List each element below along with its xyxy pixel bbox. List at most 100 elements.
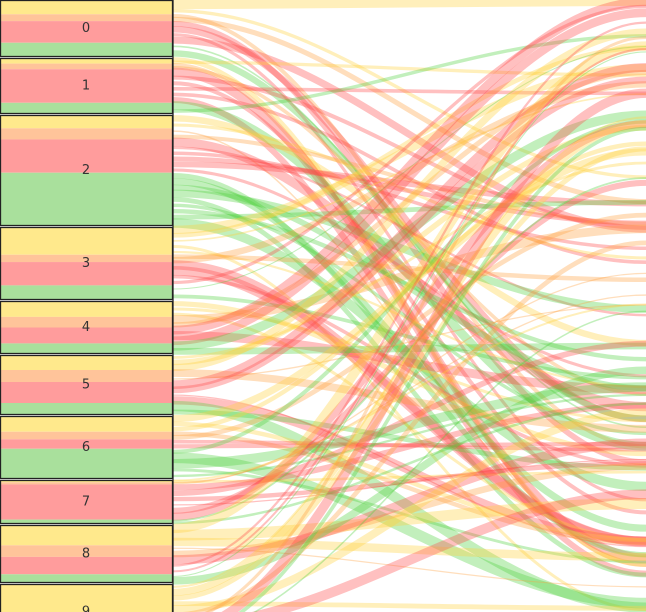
flow <box>172 470 646 483</box>
flow <box>172 161 646 207</box>
box-band <box>0 115 173 129</box>
flow <box>172 81 646 264</box>
box-band <box>0 69 173 103</box>
flow <box>172 62 646 568</box>
flow <box>172 28 646 372</box>
flow <box>172 394 646 548</box>
flow <box>172 468 646 564</box>
flow <box>172 331 646 395</box>
flow <box>172 8 646 346</box>
flow <box>172 250 646 389</box>
flow <box>172 498 646 541</box>
flow <box>172 66 646 396</box>
flow <box>172 366 646 585</box>
flow <box>172 8 646 179</box>
flow <box>252 310 646 612</box>
flow <box>172 184 646 392</box>
flow <box>172 0 646 10</box>
box-band <box>0 63 173 70</box>
box-band <box>0 439 173 449</box>
node-label: 0 <box>82 21 90 36</box>
flow <box>172 189 646 313</box>
box-band <box>0 403 173 415</box>
node-label: 9 <box>82 605 90 612</box>
flow <box>172 260 646 547</box>
box-band <box>0 584 173 612</box>
flow <box>172 86 646 96</box>
flow <box>172 41 646 534</box>
flow <box>172 146 646 317</box>
flow <box>251 489 646 612</box>
flow <box>172 307 646 423</box>
flow <box>172 46 646 290</box>
flow <box>172 76 646 394</box>
box-band <box>0 102 173 114</box>
box-band <box>0 484 173 520</box>
flow <box>172 409 646 471</box>
flow <box>172 463 646 558</box>
flows <box>172 0 646 612</box>
box-band <box>0 262 173 286</box>
flow <box>172 396 646 545</box>
flow <box>172 303 646 482</box>
box-band <box>0 0 173 15</box>
box-band <box>0 285 173 300</box>
box-band <box>0 556 173 575</box>
node-label: 7 <box>82 495 90 510</box>
flow <box>172 209 646 362</box>
flow <box>172 312 646 542</box>
flow <box>172 67 646 563</box>
flow <box>172 402 646 525</box>
flow <box>172 547 646 588</box>
box-band <box>0 42 173 57</box>
box-band <box>0 416 173 432</box>
flow <box>172 400 646 612</box>
flow <box>172 0 646 335</box>
flow <box>172 125 646 366</box>
flow <box>172 274 646 468</box>
flow <box>172 110 646 351</box>
flow <box>172 452 646 609</box>
flow <box>172 156 646 226</box>
flow <box>172 382 646 469</box>
flow <box>172 203 646 436</box>
box-band <box>0 21 173 43</box>
box-band <box>0 382 173 403</box>
flow <box>204 35 646 612</box>
node-label: 3 <box>82 256 90 271</box>
flow <box>172 119 646 454</box>
flow <box>172 115 646 347</box>
flow <box>172 45 646 429</box>
box-band <box>0 448 173 479</box>
flow <box>172 21 646 567</box>
flow <box>172 137 646 412</box>
flow <box>172 34 646 113</box>
flow <box>172 441 646 449</box>
flow <box>172 151 646 250</box>
flow <box>172 33 646 502</box>
flow <box>172 601 646 611</box>
flow <box>172 25 646 423</box>
box-band <box>0 343 173 354</box>
box-band <box>0 545 173 557</box>
flow <box>178 240 646 612</box>
flow <box>172 294 646 380</box>
box-band <box>0 172 173 226</box>
flow <box>172 168 646 378</box>
flow <box>172 60 646 77</box>
box-band <box>0 128 173 140</box>
flow <box>172 116 646 588</box>
flow <box>172 431 646 546</box>
box-band <box>0 14 173 22</box>
flow <box>238 126 646 612</box>
box-band <box>0 58 173 64</box>
node-label: 4 <box>82 320 90 335</box>
flow <box>172 304 646 380</box>
flow <box>172 179 646 514</box>
node-label: 5 <box>82 378 90 393</box>
box-band <box>0 301 173 317</box>
flow <box>172 272 646 485</box>
flow <box>172 63 646 234</box>
box-band <box>0 370 173 382</box>
flow <box>172 93 646 242</box>
